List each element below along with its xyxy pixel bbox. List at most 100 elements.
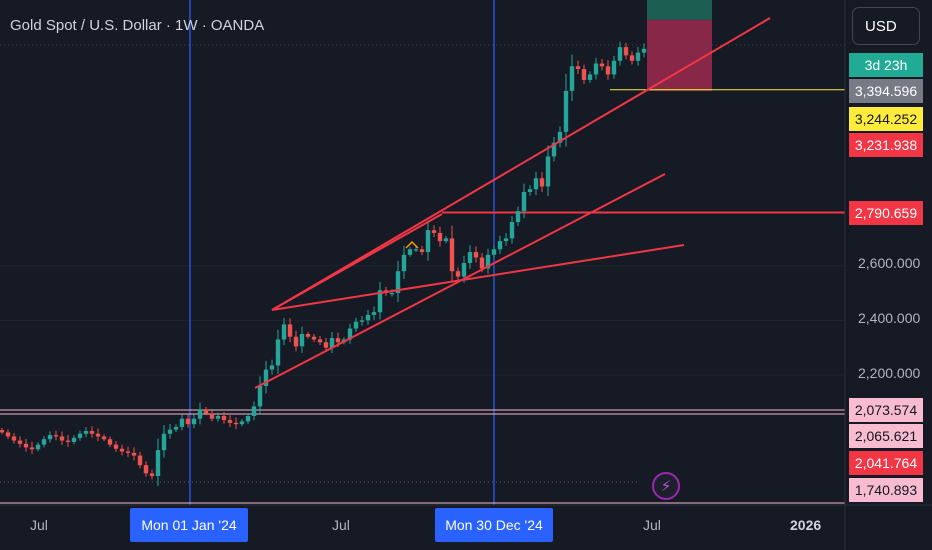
- candle-body: [347, 328, 353, 340]
- support-mid-label: 2,065.621: [849, 424, 923, 448]
- candle-body: [299, 334, 305, 347]
- candle-body: [395, 271, 401, 294]
- candle-body: [143, 465, 149, 474]
- currency-button[interactable]: USD: [852, 7, 920, 45]
- candle-body: [461, 262, 467, 277]
- candle-body: [131, 452, 137, 456]
- yellow-level-label: 3,244.252: [849, 107, 923, 131]
- candle-body: [563, 90, 569, 132]
- candle-body: [575, 66, 581, 70]
- support-low-label: 2,041.764: [849, 451, 923, 475]
- candle-body: [29, 447, 35, 450]
- grid: [0, 265, 845, 376]
- candle-body: [257, 385, 263, 407]
- candle-body: [485, 254, 491, 269]
- candle-body: [233, 422, 239, 425]
- candle-body: [149, 473, 155, 477]
- candle-body: [539, 178, 545, 187]
- candle-body: [191, 418, 197, 425]
- candle-body: [605, 66, 611, 75]
- lightning-icon[interactable]: ⚡: [652, 472, 680, 500]
- candle-body: [509, 222, 515, 239]
- candle-body: [311, 336, 317, 340]
- y-tick-label: 2,600.000: [858, 255, 921, 271]
- candle-body: [47, 435, 53, 440]
- candle-body: [155, 450, 161, 477]
- candle-body: [431, 230, 437, 233]
- bottom-level-label: 1,740.893: [849, 478, 923, 502]
- candle-body: [437, 232, 443, 242]
- candle-body: [23, 443, 29, 448]
- candle-body: [635, 52, 641, 61]
- y-tick-label: 2,400.000: [858, 310, 921, 326]
- candle-body: [59, 436, 65, 441]
- candle-body: [617, 47, 623, 61]
- candle-body: [89, 431, 95, 434]
- candle-body: [215, 415, 221, 419]
- candle-body: [413, 249, 419, 251]
- candle-body: [0, 430, 5, 433]
- candle-body: [239, 421, 245, 425]
- candle-body: [317, 339, 323, 343]
- red-level-label: 3,231.938: [849, 133, 923, 157]
- candle-body: [179, 418, 185, 427]
- candle-body: [95, 433, 101, 437]
- candle-body: [335, 338, 341, 343]
- candle-body: [419, 249, 425, 253]
- candle-body: [491, 249, 497, 255]
- candle-body: [587, 74, 593, 80]
- candle-body: [497, 241, 503, 250]
- x-tick-label-highlighted: Mon 01 Jan '24: [130, 508, 248, 542]
- horizontal-levels: [0, 44, 845, 504]
- candle-body: [629, 55, 635, 61]
- candle-body: [251, 406, 257, 416]
- resistance-level-label: 2,790.659: [849, 201, 923, 225]
- support-upper-label: 2,073.574: [849, 398, 923, 422]
- candle-body: [17, 440, 23, 444]
- candle-body: [557, 131, 563, 143]
- x-tick-label: 2026: [790, 517, 822, 533]
- candle-body: [119, 448, 125, 452]
- candle-body: [293, 336, 299, 347]
- candle-body: [83, 431, 89, 434]
- candle-body: [521, 191, 527, 212]
- candle-body: [425, 230, 431, 253]
- x-tick-label: Jul: [643, 517, 661, 533]
- candle-body: [401, 254, 407, 272]
- candle-body: [281, 324, 287, 340]
- x-tick-label: Jul: [332, 517, 350, 533]
- candle-body: [53, 435, 59, 437]
- candle-body: [449, 238, 455, 272]
- candle-body: [287, 324, 293, 337]
- candle-body: [623, 47, 629, 56]
- candle-body: [197, 409, 203, 419]
- x-tick-label: Jul: [30, 517, 48, 533]
- candle-body: [245, 415, 251, 422]
- chevron-up-icon: [405, 240, 419, 249]
- countdown-label: 3d 23h: [849, 53, 923, 77]
- y-tick-label: 2,200.000: [858, 365, 921, 381]
- candle-body: [167, 429, 173, 434]
- candle-body: [407, 249, 413, 255]
- candle-body: [221, 415, 227, 421]
- candle-body: [77, 433, 83, 438]
- candle-body: [203, 409, 209, 414]
- date-markers: [189, 0, 495, 505]
- trendlines: [254, 17, 771, 389]
- triangle-upper-line: [271, 213, 443, 311]
- candle-body: [527, 189, 533, 192]
- candle-body: [101, 436, 107, 440]
- candle-body: [473, 252, 479, 258]
- chart-title: Gold Spot / U.S. Dollar · 1W · OANDA: [10, 17, 265, 34]
- candle-body: [581, 69, 587, 80]
- candle-body: [269, 365, 275, 370]
- candle-body: [5, 432, 11, 437]
- channel-upper-line: [271, 17, 771, 311]
- candle-body: [359, 320, 365, 322]
- candle-body: [641, 48, 647, 53]
- candle-body: [329, 338, 335, 348]
- candle-body: [545, 156, 551, 187]
- stop-zone: [647, 19, 712, 91]
- candle-body: [173, 426, 179, 430]
